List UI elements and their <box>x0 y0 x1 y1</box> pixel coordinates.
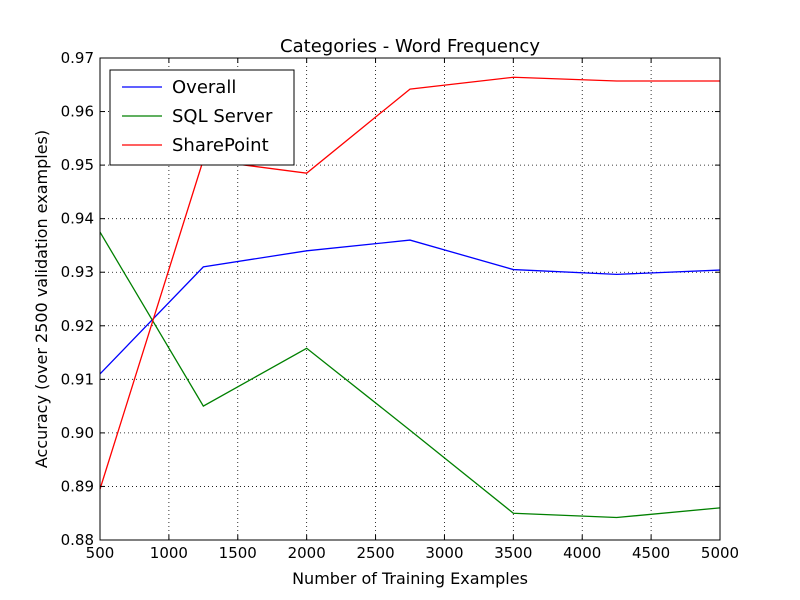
y-tick-label: 0.92 <box>61 317 94 335</box>
plot-frame <box>99 57 721 541</box>
x-tick-label: 2500 <box>356 544 394 562</box>
x-tick-label: 4000 <box>563 544 601 562</box>
x-tick-label: 3500 <box>494 544 532 562</box>
y-tick-label: 0.89 <box>61 477 94 495</box>
axis-ticks <box>99 57 721 541</box>
x-tick-label: 5000 <box>701 544 739 562</box>
legend-box <box>109 69 295 166</box>
legend-label: SharePoint <box>172 135 269 156</box>
x-tick-label: 4500 <box>632 544 670 562</box>
chart-title: Categories - Word Frequency <box>280 36 540 57</box>
grid <box>100 58 720 540</box>
x-axis-label: Number of Training Examples <box>292 569 528 588</box>
series-line-sql-server <box>99 231 721 519</box>
x-tick-label: 2000 <box>288 544 326 562</box>
y-tick-label: 0.88 <box>61 531 94 549</box>
y-axis-label: Accuracy (over 2500 validation examples) <box>32 130 51 468</box>
legend-label: Overall <box>172 77 236 98</box>
x-tick-label: 3000 <box>425 544 463 562</box>
y-tick-label: 0.93 <box>61 263 94 281</box>
legend-label: SQL Server <box>172 106 273 127</box>
tick-labels: 500 1000 1500 2000 2500 3000 3500 4000 4500 5000 0… <box>61 49 740 562</box>
y-tick-label: 0.95 <box>61 156 94 174</box>
y-tick-label: 0.90 <box>61 424 94 442</box>
series-line-overall <box>99 239 721 375</box>
y-tick-label: 0.97 <box>61 49 94 67</box>
x-tick-label: 1000 <box>150 544 188 562</box>
x-tick-label: 1500 <box>219 544 257 562</box>
legend: Overall SQL Server SharePoint <box>109 69 295 166</box>
y-tick-label: 0.96 <box>61 103 94 121</box>
y-tick-label: 0.91 <box>61 370 94 388</box>
x-tick-label: 500 <box>86 544 115 562</box>
y-tick-label: 0.94 <box>61 210 94 228</box>
